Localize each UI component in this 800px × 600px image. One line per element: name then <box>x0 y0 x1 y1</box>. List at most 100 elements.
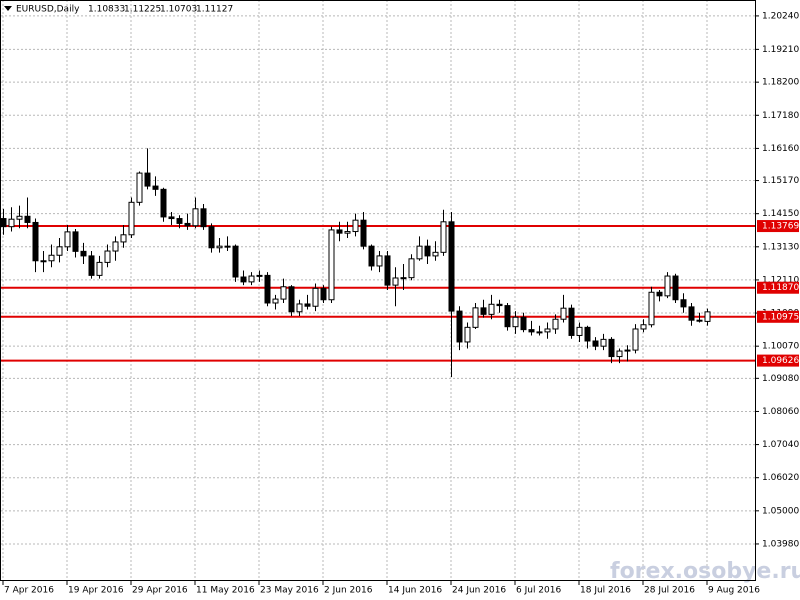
level-label-box <box>757 354 799 367</box>
y-tick-label: 1.12110 <box>762 275 799 285</box>
candle-body-bear <box>200 208 207 228</box>
grid <box>1 0 755 580</box>
candle-body-bull <box>96 261 103 276</box>
candle-body-bull <box>296 303 303 313</box>
candle-body-bear <box>608 338 615 358</box>
candle-body-bear <box>144 172 151 187</box>
candle-body-bear <box>384 255 391 286</box>
menu-arrow[interactable] <box>4 6 12 11</box>
candle-body-bull <box>8 218 15 228</box>
candle-body-bull <box>192 208 199 227</box>
y-tick-label: 1.17180 <box>762 111 799 121</box>
candle-body-bull <box>280 286 287 300</box>
candle-body-bear <box>480 307 487 315</box>
level-label-box <box>757 220 799 233</box>
candle-body-bear <box>456 310 463 343</box>
candle-body-bear <box>368 245 375 267</box>
candle-body-bear <box>176 218 183 224</box>
candle-body-bull <box>344 231 351 234</box>
candle-body-bull <box>664 275 671 297</box>
candle-body-bear <box>520 316 527 331</box>
candle-body-bull <box>392 277 399 286</box>
x-tick-label: 2 Jun 2016 <box>324 586 373 596</box>
candle-body-bear <box>168 216 175 220</box>
candle-body-bull <box>272 298 279 304</box>
y-tick-label: 1.07040 <box>762 440 799 450</box>
y-tick-label: 1.13130 <box>762 242 799 252</box>
level-label: 1.11870 <box>762 283 799 293</box>
candle-body-bear <box>680 299 687 308</box>
candle-body-bear <box>24 215 31 223</box>
candle-body-bull <box>560 307 567 320</box>
y-tick-label: 1.10070 <box>762 342 799 352</box>
candle-body-bear <box>0 218 7 228</box>
candle-body-bull <box>512 316 519 328</box>
candle-body-bull <box>376 255 383 267</box>
axes: 1.20240 1.19210 1.18200 1.17180 1.16160 1.151… <box>2 11 799 596</box>
candle-body-bull <box>400 277 407 280</box>
x-tick-label: 29 Apr 2016 <box>132 586 188 596</box>
candle-body-bear <box>160 188 167 218</box>
candle-body-bear <box>208 226 215 249</box>
candle-body-bear <box>688 306 695 321</box>
candle-body-bull <box>112 241 119 252</box>
candle-body-bull <box>64 231 71 248</box>
candle-body-bear <box>232 245 239 278</box>
candle-body-bull <box>544 328 551 333</box>
level-label: 1.09626 <box>762 356 799 366</box>
candle-body-bear <box>336 229 343 234</box>
level-label-box <box>757 281 799 294</box>
candle-body-bull <box>408 258 415 279</box>
candle-body-bull <box>256 274 263 277</box>
candle-body-bear <box>496 303 503 307</box>
x-tick-label: 19 Apr 2016 <box>68 586 124 596</box>
candle-body-bull <box>640 324 647 330</box>
symbol-title: EURUSD,Daily <box>16 5 80 15</box>
candle-body-bull <box>312 287 319 307</box>
candle-body-bull <box>648 291 655 326</box>
candle-body-bull <box>16 215 23 220</box>
candle-body-bull <box>104 250 111 263</box>
level-label: 1.13769 <box>762 222 799 232</box>
candle-body-bull <box>128 201 135 236</box>
candle-body-bull <box>440 221 447 253</box>
candle-body-bear <box>80 250 87 257</box>
candle-body-bull <box>464 326 471 343</box>
header-open: 1.10833 <box>88 5 125 15</box>
y-tick-label: 1.19210 <box>762 45 799 55</box>
level-label: 1.10975 <box>762 312 799 322</box>
candle-body-bull <box>432 251 439 257</box>
candle-body-bear <box>656 291 663 297</box>
candle-body-bear <box>320 287 327 301</box>
candle-body-bear <box>184 222 191 227</box>
candle-body-bear <box>32 221 39 262</box>
candle-body-bull <box>40 260 47 263</box>
x-tick-label: 6 Jul 2016 <box>516 586 561 596</box>
x-tick-label: 23 May 2016 <box>260 586 319 596</box>
candle-body-bull <box>576 326 583 336</box>
candle-body-bear <box>584 326 591 342</box>
candle-body-bull <box>328 229 335 301</box>
candle-body-bear <box>592 340 599 347</box>
candle-body-bear <box>152 185 159 190</box>
y-tick-label: 1.14150 <box>762 209 799 219</box>
y-tick-label: 1.08060 <box>762 407 799 417</box>
candle-body-bull <box>552 318 559 330</box>
y-tick-label: 1.03980 <box>762 539 799 549</box>
candle-body-bull <box>56 246 63 256</box>
x-tick-label: 7 Apr 2016 <box>4 586 54 596</box>
candle-body-bear <box>424 245 431 257</box>
candle-body-bull <box>224 245 231 248</box>
candle-body-bull <box>696 319 703 322</box>
x-tick-label: 28 Jul 2016 <box>644 586 695 596</box>
candle-body-bull <box>248 275 255 283</box>
candles <box>0 148 711 378</box>
candle-body-bear <box>72 231 79 252</box>
y-tick-label: 1.06020 <box>762 473 799 483</box>
candle-body-bear <box>448 221 455 312</box>
candle-body-bear <box>528 329 535 333</box>
header-close: 1.11127 <box>196 5 233 15</box>
x-tick-label: 24 Jun 2016 <box>452 586 506 596</box>
plot-frame <box>0 0 756 581</box>
